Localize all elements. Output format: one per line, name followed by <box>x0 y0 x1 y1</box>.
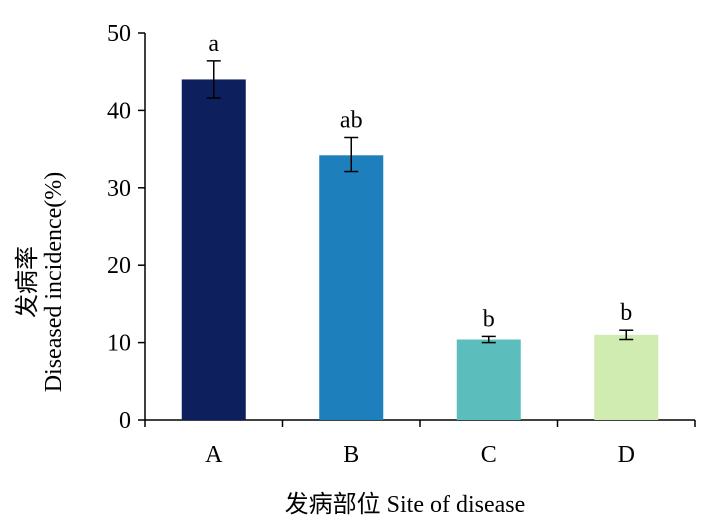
bar-D <box>594 334 659 420</box>
y-tick-label: 30 <box>107 176 131 202</box>
bar-B <box>319 155 384 421</box>
y-tick-label: 0 <box>119 408 131 434</box>
x-tick-label-D: D <box>618 442 635 468</box>
y-tick-label: 40 <box>107 98 131 124</box>
bar-A <box>181 79 246 420</box>
y-tick-label: 10 <box>107 331 131 357</box>
significance-label-D: b <box>620 300 632 326</box>
y-tick-label: 20 <box>107 253 131 279</box>
y-axis-label-cn: 发病率 <box>14 246 41 318</box>
x-tick-label-A: A <box>205 442 223 468</box>
x-tick-label-B: B <box>343 442 359 468</box>
x-tick-label-C: C <box>481 442 497 468</box>
y-tick-label: 50 <box>107 21 131 47</box>
significance-label-C: b <box>483 306 495 332</box>
plot-area: 0 10 20 30 40 50 a Aab Bb Cb D <box>107 21 696 468</box>
bar-C <box>456 339 521 420</box>
significance-label-A: a <box>208 31 219 57</box>
y-axis-title: 发病率 Diseased incidence(%) <box>14 172 67 393</box>
y-axis-label-en: Diseased incidence(%) <box>41 172 67 393</box>
x-axis-label: 发病部位 Site of disease <box>285 491 526 518</box>
significance-label-B: ab <box>340 107 363 133</box>
